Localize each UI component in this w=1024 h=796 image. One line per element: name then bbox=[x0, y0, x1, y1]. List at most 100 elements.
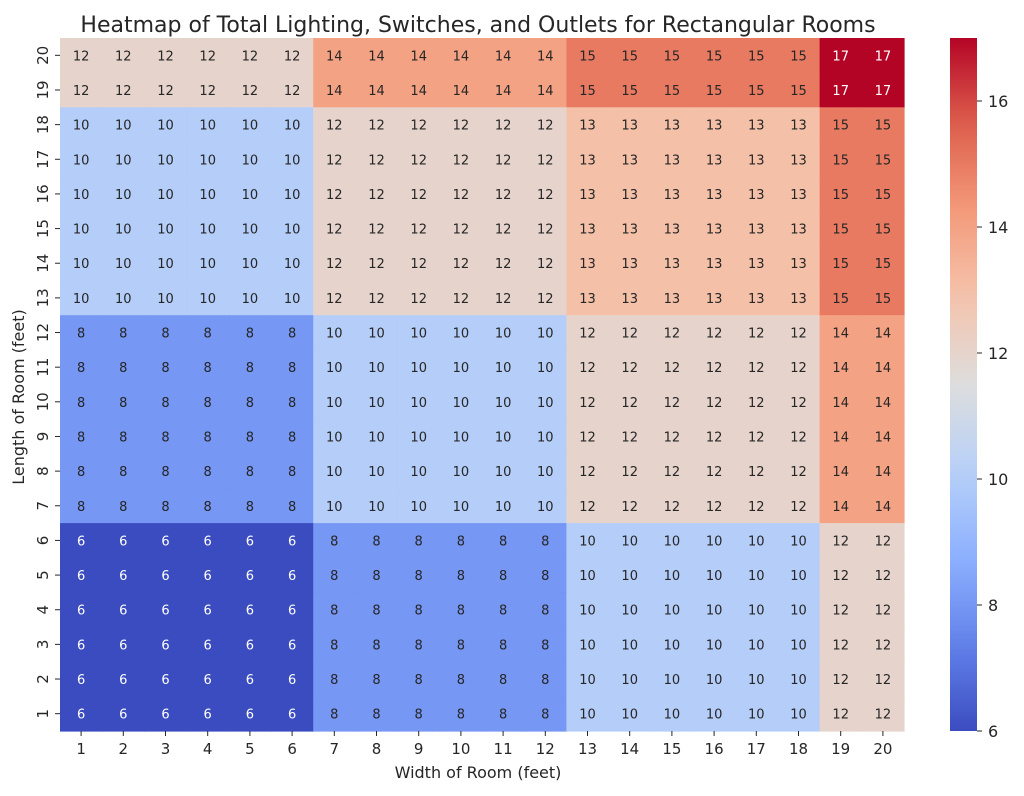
heatmap-cell bbox=[102, 176, 145, 212]
heatmap-cell-label: 14 bbox=[832, 396, 849, 411]
heatmap-cell bbox=[819, 627, 863, 663]
heatmap-cell-label: 6 bbox=[119, 708, 127, 723]
heatmap-cell-label: 10 bbox=[368, 361, 385, 376]
heatmap-cell-label: 10 bbox=[73, 257, 90, 272]
heatmap-cell bbox=[102, 661, 145, 697]
heatmap-cell bbox=[608, 107, 652, 143]
heatmap-cell-label: 8 bbox=[541, 638, 549, 653]
heatmap-cell-label: 13 bbox=[748, 153, 765, 168]
heatmap-cell bbox=[439, 557, 483, 593]
heatmap-cell bbox=[186, 557, 230, 593]
heatmap-cell-label: 12 bbox=[579, 361, 596, 376]
heatmap-cell bbox=[524, 176, 567, 212]
heatmap-cell-label: 8 bbox=[499, 638, 507, 653]
heatmap-cell-label: 12 bbox=[664, 396, 681, 411]
heatmap-cell bbox=[355, 141, 399, 178]
heatmap-cell bbox=[566, 557, 610, 593]
heatmap-cell bbox=[524, 280, 567, 316]
heatmap-cell-label: 10 bbox=[790, 673, 807, 688]
heatmap-cell-label: 8 bbox=[330, 673, 338, 688]
heatmap-cell bbox=[693, 315, 736, 351]
heatmap-cell bbox=[313, 384, 356, 420]
heatmap-cell-label: 10 bbox=[157, 292, 174, 307]
heatmap-cell bbox=[608, 141, 652, 178]
heatmap-cell bbox=[60, 384, 103, 420]
heatmap-cell bbox=[439, 245, 483, 282]
heatmap-cell bbox=[524, 523, 567, 559]
heatmap-cell-label: 8 bbox=[415, 708, 423, 723]
heatmap-cell bbox=[228, 384, 272, 420]
heatmap-cell bbox=[144, 245, 188, 282]
heatmap-cell bbox=[60, 696, 103, 732]
heatmap-cell bbox=[735, 38, 778, 74]
heatmap-cell bbox=[186, 488, 230, 524]
heatmap-cell-label: 8 bbox=[77, 500, 85, 515]
heatmap-cell-label: 10 bbox=[579, 673, 596, 688]
heatmap-cell bbox=[355, 280, 399, 316]
heatmap-cell bbox=[397, 419, 441, 455]
heatmap-cell bbox=[608, 488, 652, 524]
heatmap-cell bbox=[439, 488, 483, 524]
heatmap-cell bbox=[524, 557, 567, 593]
heatmap-cell bbox=[735, 419, 778, 455]
heatmap-cell-label: 10 bbox=[579, 604, 596, 619]
heatmap-cell bbox=[355, 557, 399, 593]
heatmap-cell bbox=[693, 523, 736, 559]
heatmap-cell-label: 12 bbox=[748, 430, 765, 445]
heatmap-cell-label: 8 bbox=[119, 500, 127, 515]
heatmap-cell-label: 13 bbox=[706, 153, 723, 168]
y-tick-label: 15 bbox=[34, 219, 52, 238]
heatmap-cell bbox=[819, 315, 863, 351]
heatmap-cell-label: 6 bbox=[246, 673, 254, 688]
heatmap-cell-label: 6 bbox=[161, 604, 169, 619]
heatmap-cell-label: 10 bbox=[199, 292, 216, 307]
heatmap-cell-label: 8 bbox=[499, 604, 507, 619]
heatmap-cell-label: 13 bbox=[579, 119, 596, 134]
heatmap-cell-label: 13 bbox=[621, 188, 638, 203]
heatmap-cell-label: 8 bbox=[119, 465, 127, 480]
heatmap-cell bbox=[144, 211, 188, 247]
heatmap-cell bbox=[819, 453, 863, 490]
heatmap-cell bbox=[102, 245, 145, 282]
heatmap-cell-label: 12 bbox=[326, 188, 343, 203]
heatmap-cell bbox=[60, 38, 103, 74]
heatmap-cell-label: 12 bbox=[706, 361, 723, 376]
heatmap-cell-label: 10 bbox=[326, 500, 343, 515]
heatmap-cell bbox=[650, 176, 694, 212]
x-tick-label: 20 bbox=[873, 740, 892, 758]
heatmap-cell bbox=[566, 349, 610, 386]
heatmap-cell-label: 8 bbox=[246, 327, 254, 342]
y-tick-label: 19 bbox=[34, 80, 52, 99]
heatmap-cell bbox=[144, 384, 188, 420]
heatmap-cell-label: 10 bbox=[242, 153, 259, 168]
heatmap-cell bbox=[271, 696, 314, 732]
heatmap-cell-label: 12 bbox=[832, 708, 849, 723]
heatmap-cell-label: 6 bbox=[288, 534, 296, 549]
heatmap-cell-label: 12 bbox=[326, 292, 343, 307]
heatmap-cell-label: 13 bbox=[790, 223, 807, 238]
heatmap-cell bbox=[355, 107, 399, 143]
heatmap-cell bbox=[482, 384, 525, 420]
heatmap-cell-label: 12 bbox=[579, 430, 596, 445]
x-tick-label: 19 bbox=[831, 740, 850, 758]
heatmap-cell bbox=[482, 453, 525, 490]
heatmap-cell-label: 15 bbox=[832, 188, 849, 203]
heatmap-cell-label: 10 bbox=[242, 257, 259, 272]
heatmap-cell bbox=[650, 488, 694, 524]
heatmap-cell-label: 13 bbox=[748, 292, 765, 307]
heatmap-cell-label: 12 bbox=[664, 465, 681, 480]
heatmap-cell-label: 12 bbox=[495, 119, 512, 134]
heatmap-cell-label: 10 bbox=[537, 430, 554, 445]
heatmap-cell bbox=[228, 38, 272, 74]
heatmap-cell-label: 10 bbox=[115, 188, 132, 203]
heatmap-cell bbox=[313, 280, 356, 316]
heatmap-cell-label: 10 bbox=[284, 188, 301, 203]
heatmap-cell bbox=[102, 523, 145, 559]
heatmap-cell bbox=[819, 141, 863, 178]
heatmap-cell bbox=[228, 419, 272, 455]
heatmap-cell-label: 13 bbox=[579, 292, 596, 307]
heatmap-cell-label: 8 bbox=[161, 361, 169, 376]
heatmap-cell bbox=[482, 523, 525, 559]
heatmap-cell-label: 14 bbox=[832, 361, 849, 376]
heatmap-cell-label: 15 bbox=[875, 223, 892, 238]
